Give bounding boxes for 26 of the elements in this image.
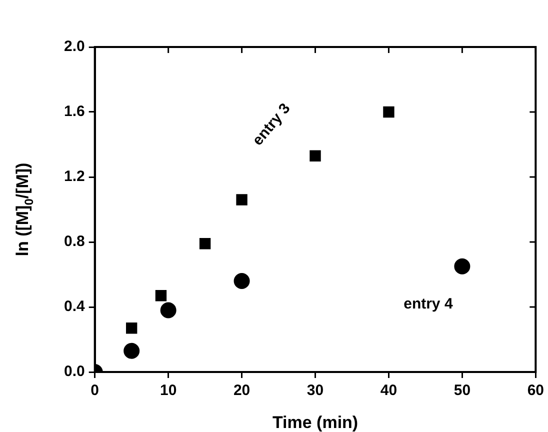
point xyxy=(124,342,140,359)
point xyxy=(126,322,138,334)
x-axis-title: Time (min) xyxy=(272,413,358,432)
y-axis-title: ln ([M]0/[M]) xyxy=(13,162,36,256)
point xyxy=(199,238,211,250)
y-tick-label: 1.2 xyxy=(64,168,85,186)
x-tick-label: 10 xyxy=(160,382,177,400)
x-tick-label: 60 xyxy=(527,382,544,400)
x-tick-label: 50 xyxy=(454,382,471,400)
x-tick-label: 40 xyxy=(380,382,398,400)
point xyxy=(236,194,248,206)
point xyxy=(160,302,176,318)
series-label: entry 4 xyxy=(404,296,454,313)
point xyxy=(454,258,470,274)
x-tick-label: 30 xyxy=(306,382,324,400)
point xyxy=(383,106,394,118)
y-tick-label: 0.4 xyxy=(64,298,86,316)
y-tick-label: 0.0 xyxy=(64,363,85,380)
x-tick-label: 20 xyxy=(233,382,250,400)
y-tick-label: 1.6 xyxy=(64,103,85,120)
y-tick-label: 0.8 xyxy=(64,233,85,250)
point xyxy=(155,290,167,302)
point xyxy=(310,150,321,162)
point xyxy=(234,273,250,289)
x-tick-label: 0 xyxy=(90,382,100,400)
y-tick-label: 2.0 xyxy=(64,38,85,56)
